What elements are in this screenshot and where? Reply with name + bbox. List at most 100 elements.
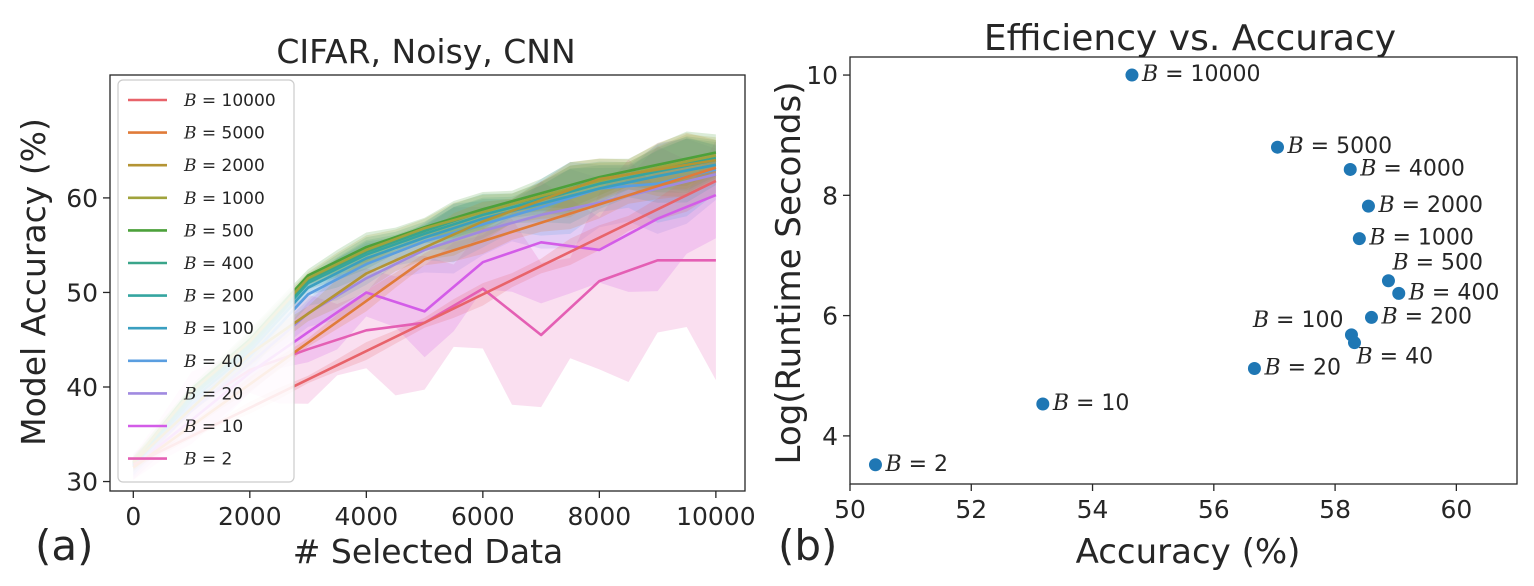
label-value: = 1000: [197, 189, 265, 209]
label-symbol: B: [1052, 391, 1069, 416]
label-value: = 500: [1409, 251, 1483, 276]
x-tick-label: 54: [1077, 495, 1109, 524]
label-value: = 5000: [197, 124, 265, 144]
x-tick-label: 10000: [676, 502, 756, 531]
chart-a-legend-box: [117, 79, 295, 483]
label-symbol: B: [183, 91, 197, 111]
label-value: = 200: [197, 287, 255, 307]
chart-a-y-axis-label: Model Accuracy (%): [14, 118, 53, 446]
label-symbol: B: [1380, 304, 1397, 329]
legend-label-b-500: B = 500: [183, 221, 254, 241]
label-value: = 100: [1269, 308, 1343, 333]
chart-b-x-ticks: 50 52 54 56 58 60: [834, 484, 1472, 524]
label-symbol: B: [884, 452, 901, 477]
chart-b-axes-frame: [849, 56, 1518, 485]
point-b-10000: [1125, 68, 1139, 82]
label-value: = 100: [197, 319, 255, 339]
point-label-b-5000: B = 5000: [1286, 134, 1392, 159]
legend-label-b-10: B = 10: [183, 417, 243, 437]
label-value: = 500: [197, 221, 255, 241]
label-value: = 2: [197, 450, 233, 470]
label-value: = 10000: [197, 91, 276, 111]
label-value: = 1000: [1386, 226, 1474, 251]
band-b-40: [133, 137, 716, 476]
label-value: = 40: [197, 352, 244, 372]
chart-a: CIFAR, Noisy, CNN 0 2000 4000 6000 8000 10000…: [14, 32, 756, 571]
label-symbol: B: [183, 124, 197, 144]
label-value: = 10000: [1158, 62, 1260, 87]
label-symbol: B: [183, 221, 197, 241]
label-symbol: B: [183, 384, 197, 404]
y-tick-label: 8: [822, 181, 838, 210]
x-tick-label: 4000: [335, 502, 399, 531]
chart-a-title: CIFAR, Noisy, CNN: [276, 32, 575, 71]
legend-label-b-1000: B = 1000: [183, 189, 265, 209]
band-b-20: [133, 138, 716, 478]
chart-a-axes-frame: [109, 74, 746, 492]
band-b-100: [133, 138, 716, 473]
label-symbol: B: [1359, 156, 1376, 181]
label-symbol: B: [1391, 251, 1408, 276]
label-value: = 400: [1425, 280, 1499, 305]
label-value: = 2000: [1395, 193, 1483, 218]
y-tick-label: 30: [66, 468, 98, 497]
point-label-b-100: B = 100: [1252, 308, 1344, 333]
chart-b-points: [868, 68, 1406, 472]
point-label-b-20: B = 20: [1263, 356, 1341, 381]
legend-label-b-20: B = 20: [183, 384, 243, 404]
point-label-b-500: B = 500: [1391, 251, 1483, 276]
y-tick-label: 4: [822, 422, 838, 451]
point-b-20: [1247, 362, 1261, 376]
point-b-2000: [1361, 199, 1375, 213]
point-label-b-2: B = 2: [884, 452, 948, 477]
point-b-2: [868, 458, 882, 472]
chart-b-y-axis-label: Log(Runtime Seconds): [769, 82, 809, 465]
band-b-2000: [133, 132, 716, 470]
point-label-b-1000: B = 1000: [1368, 226, 1474, 251]
point-b-500: [1381, 274, 1395, 288]
y-tick-label: 6: [822, 302, 838, 331]
legend-label-b-10000: B = 10000: [183, 91, 276, 111]
x-tick-label: 50: [834, 495, 866, 524]
label-symbol: B: [183, 287, 197, 307]
label-value: = 2: [902, 452, 948, 477]
point-b-10: [1036, 397, 1050, 411]
label-symbol: B: [183, 156, 197, 176]
point-b-4000: [1343, 162, 1357, 176]
x-tick-label: 56: [1198, 495, 1230, 524]
point-b-5000: [1270, 140, 1284, 154]
y-tick-label: 40: [66, 373, 98, 402]
y-tick-label: 10: [806, 61, 838, 90]
label-symbol: B: [183, 450, 197, 470]
y-tick-label: 50: [66, 278, 98, 307]
point-label-b-200: B = 200: [1380, 304, 1472, 329]
label-symbol: B: [183, 254, 197, 274]
label-value: = 2000: [197, 156, 265, 176]
legend-label-b-2000: B = 2000: [183, 156, 265, 176]
label-symbol: B: [1408, 280, 1425, 305]
legend-label-b-400: B = 400: [183, 254, 254, 274]
label-symbol: B: [183, 352, 197, 372]
chart-a-y-ticks: 30 40 50 60: [66, 184, 110, 497]
x-tick-label: 58: [1319, 495, 1351, 524]
label-value: = 20: [1281, 356, 1341, 381]
point-label-b-10000: B = 10000: [1141, 62, 1261, 87]
label-symbol: B: [1286, 134, 1303, 159]
label-symbol: B: [1368, 226, 1385, 251]
band-b-10: [133, 146, 716, 480]
label-value: = 5000: [1304, 134, 1392, 159]
chart-a-x-ticks: 0 2000 4000 6000 8000 10000: [125, 491, 756, 531]
point-b-40: [1347, 336, 1361, 350]
panel-a-label: (a): [35, 521, 94, 570]
point-b-1000: [1352, 232, 1366, 246]
label-value: = 200: [1398, 304, 1472, 329]
point-label-b-10: B = 10: [1052, 391, 1130, 416]
label-value: = 4000: [1376, 156, 1464, 181]
legend-label-b-2: B = 2: [183, 450, 232, 470]
chart-b-y-ticks: 4 6 8 10: [806, 61, 850, 451]
x-tick-label: 0: [125, 502, 141, 531]
label-symbol: B: [1141, 62, 1158, 87]
